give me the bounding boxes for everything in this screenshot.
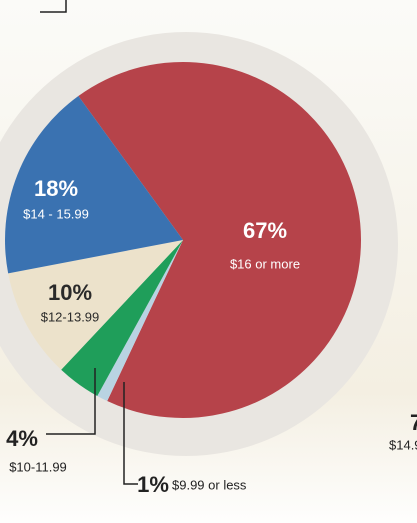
leader-line	[123, 382, 138, 485]
value-label: 4%	[6, 426, 38, 451]
value-label: 18%	[34, 176, 78, 201]
other-text: $14.99	[389, 437, 417, 452]
slice	[8, 240, 184, 370]
value-label: 1%	[137, 472, 169, 497]
category-label: $16 or more	[230, 256, 300, 271]
slice	[4, 95, 183, 274]
other-text: 7	[410, 410, 417, 435]
value-label: 67%	[243, 218, 287, 243]
category-label: $12-13.99	[41, 309, 100, 324]
category-label: $9.99 or less	[172, 477, 247, 492]
category-label: $10-11.99	[9, 459, 67, 474]
pie	[4, 61, 362, 418]
slice	[61, 240, 183, 396]
leader-line	[40, 0, 67, 13]
value-label: 10%	[48, 280, 92, 305]
slice	[97, 240, 183, 402]
slice	[78, 61, 362, 418]
leader-line	[46, 368, 96, 435]
category-label: $14 - 15.99	[23, 206, 89, 221]
labels: 67% $16 or more 1% $9.99 or less 4% $10-11.99…	[6, 176, 417, 497]
